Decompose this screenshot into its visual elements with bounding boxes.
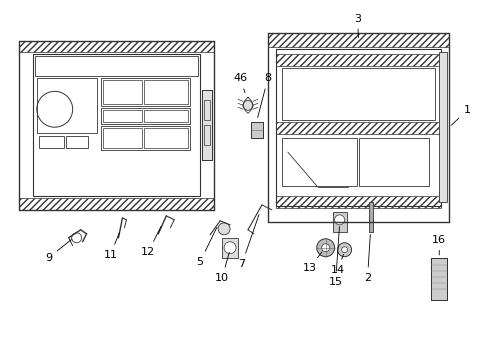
Bar — [275, 54, 440, 67]
Circle shape — [321, 244, 329, 252]
Circle shape — [218, 223, 229, 235]
Text: 15: 15 — [328, 226, 342, 287]
Text: 10: 10 — [215, 252, 229, 283]
Text: 9: 9 — [45, 239, 71, 263]
Bar — [39, 136, 63, 148]
Bar — [65, 136, 87, 148]
Bar — [102, 80, 142, 104]
Bar — [368, 202, 372, 232]
Bar — [358, 138, 428, 186]
Bar — [281, 68, 434, 120]
Bar — [102, 128, 142, 148]
Bar — [101, 126, 190, 150]
Bar — [19, 41, 214, 53]
Text: 16: 16 — [431, 235, 446, 255]
Bar — [250, 122, 263, 138]
Bar — [438, 53, 447, 202]
Text: 8: 8 — [257, 73, 271, 118]
Bar — [102, 110, 142, 122]
Bar — [144, 80, 188, 104]
Text: 3: 3 — [353, 14, 360, 38]
Bar — [222, 238, 238, 258]
Bar — [144, 110, 188, 122]
Bar — [144, 128, 188, 148]
Bar — [332, 212, 346, 232]
Circle shape — [341, 247, 347, 253]
Bar — [37, 78, 96, 133]
Circle shape — [224, 242, 236, 254]
Bar — [250, 122, 263, 138]
Bar — [33, 54, 200, 196]
Text: 12: 12 — [141, 226, 161, 257]
Bar — [275, 49, 440, 206]
Bar — [275, 196, 440, 208]
Text: 13: 13 — [302, 252, 321, 273]
Bar — [19, 198, 214, 210]
Bar — [203, 100, 210, 120]
Text: 7: 7 — [238, 215, 259, 269]
Text: 2: 2 — [363, 235, 370, 283]
Bar — [267, 32, 448, 46]
Text: 14: 14 — [330, 254, 344, 275]
Bar — [281, 138, 356, 186]
Bar — [35, 57, 198, 76]
Circle shape — [243, 100, 252, 110]
Bar — [101, 108, 190, 124]
Bar — [430, 258, 447, 300]
Bar — [202, 90, 212, 160]
Bar — [203, 125, 210, 145]
Text: 11: 11 — [103, 233, 119, 260]
Bar — [430, 258, 447, 300]
Circle shape — [334, 215, 344, 225]
Circle shape — [316, 239, 334, 257]
Text: 46: 46 — [232, 73, 246, 93]
Text: 5: 5 — [196, 227, 217, 267]
Bar — [275, 122, 440, 134]
Circle shape — [337, 243, 351, 257]
Text: 1: 1 — [450, 105, 469, 125]
Bar — [101, 78, 190, 106]
Bar — [202, 90, 212, 160]
